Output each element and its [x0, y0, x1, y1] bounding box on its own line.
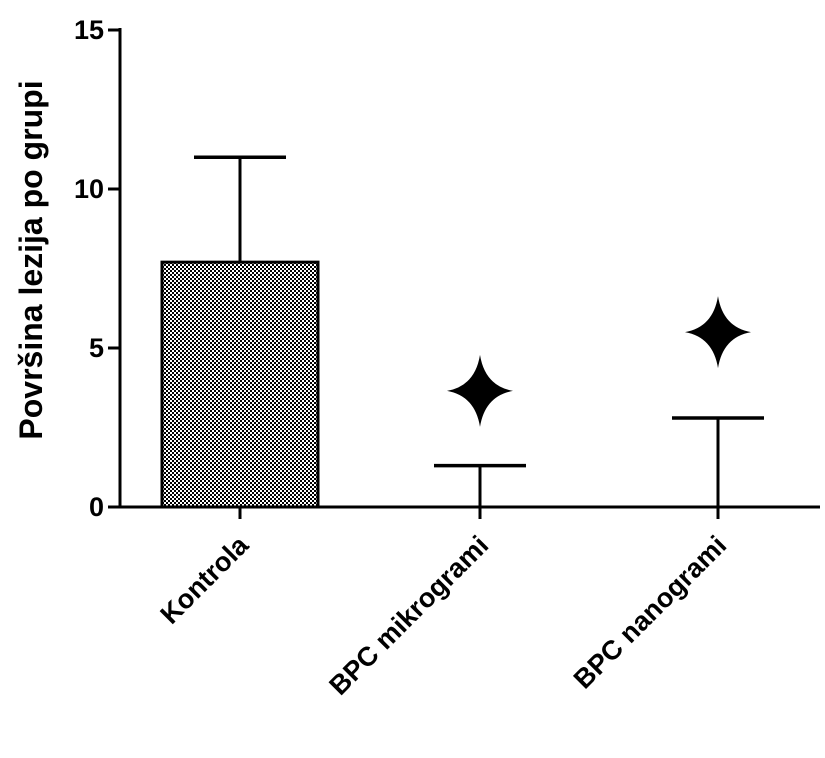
x-category-label: BPC nanogrami — [568, 530, 732, 694]
error-bars-group — [194, 155, 764, 507]
x-category-label: BPC mikrogrami — [323, 530, 494, 701]
y-tick-label: 0 — [89, 492, 104, 522]
bar-kontrola — [160, 260, 320, 509]
y-tick-label: 10 — [74, 174, 104, 204]
star-marker-icon — [685, 296, 751, 369]
y-axis-title: Površina lezija po grupi — [13, 80, 49, 439]
star-marker-icon — [447, 354, 513, 427]
y-tick-label: 5 — [89, 333, 104, 363]
x-category-label: Kontrola — [155, 529, 255, 629]
bars-group — [160, 260, 320, 509]
markers-group — [447, 296, 751, 427]
y-tick-label: 15 — [74, 15, 104, 45]
